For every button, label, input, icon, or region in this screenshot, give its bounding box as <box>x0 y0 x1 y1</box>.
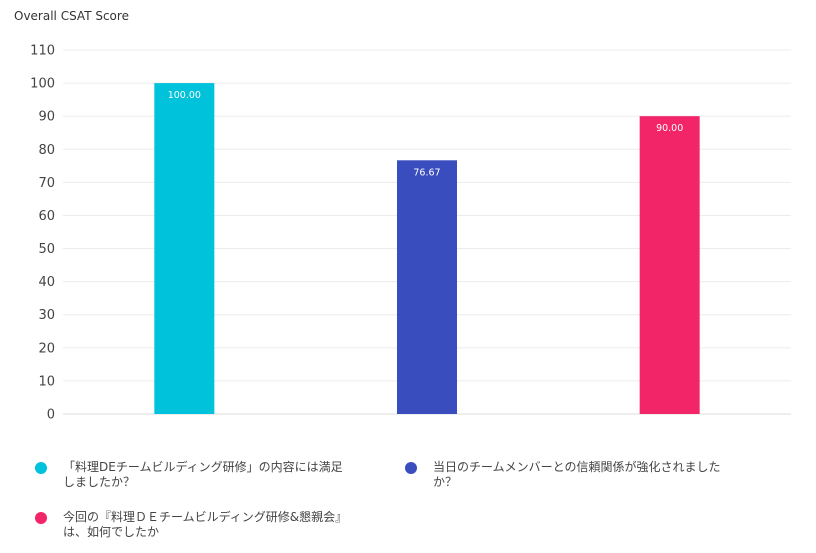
bar-value-label-2: 76.67 <box>413 167 440 178</box>
legend-label-2-line2: か？ <box>433 475 458 489</box>
legend-label-1: 「料理DEチームビルディング研修」の内容には満足 しましたか？ <box>63 460 343 490</box>
y-tick-label-0: 0 <box>47 408 55 423</box>
legend-marker-2 <box>405 462 417 474</box>
legend-label-3: 今回の『料理ＤＥチームビルディング研修&懇親会』 は、如何でしたか <box>63 510 347 540</box>
y-tick-label-70: 70 <box>38 176 55 191</box>
y-tick-label-100: 100 <box>30 77 55 92</box>
legend-label-3-line2: は、如何でしたか <box>63 525 160 539</box>
y-tick-label-110: 110 <box>30 44 55 59</box>
legend-marker-3 <box>35 512 47 524</box>
bars: 100.00 76.67 90.00 <box>154 83 700 414</box>
legend-item-1[interactable]: 「料理DEチームビルディング研修」の内容には満足 しましたか？ <box>35 460 343 490</box>
bar-2[interactable] <box>397 160 457 414</box>
legend-marker-1 <box>35 462 47 474</box>
legend-label-1-line2: しましたか？ <box>63 475 136 489</box>
y-tick-label-20: 20 <box>38 341 55 356</box>
legend-item-3[interactable]: 今回の『料理ＤＥチームビルディング研修&懇親会』 は、如何でしたか <box>35 510 347 540</box>
y-tick-label-30: 30 <box>38 308 55 323</box>
y-tick-label-40: 40 <box>38 275 55 290</box>
y-axis-ticks: 0 10 20 30 40 50 60 70 80 90 100 110 <box>30 44 55 423</box>
y-tick-label-10: 10 <box>38 374 55 389</box>
y-tick-label-60: 60 <box>38 209 55 224</box>
bar-value-label-1: 100.00 <box>168 90 201 101</box>
legend-label-2: 当日のチームメンバーとの信頼関係が強化されました か？ <box>433 460 721 490</box>
bar-value-label-3: 90.00 <box>656 123 683 134</box>
bar-3[interactable] <box>639 116 700 414</box>
chart-title: Overall CSAT Score <box>14 9 129 23</box>
legend-item-2[interactable]: 当日のチームメンバーとの信頼関係が強化されました か？ <box>405 460 721 490</box>
legend-label-1-line1: 「料理DEチームビルディング研修」の内容には満足 <box>63 460 343 474</box>
legend-label-3-line1: 今回の『料理ＤＥチームビルディング研修&懇親会』 <box>63 510 348 524</box>
bar-1[interactable] <box>154 83 215 414</box>
legend-label-2-line1: 当日のチームメンバーとの信頼関係が強化されました <box>433 460 721 474</box>
y-tick-label-80: 80 <box>38 143 55 158</box>
y-tick-label-50: 50 <box>38 242 55 257</box>
y-tick-label-90: 90 <box>38 110 55 125</box>
